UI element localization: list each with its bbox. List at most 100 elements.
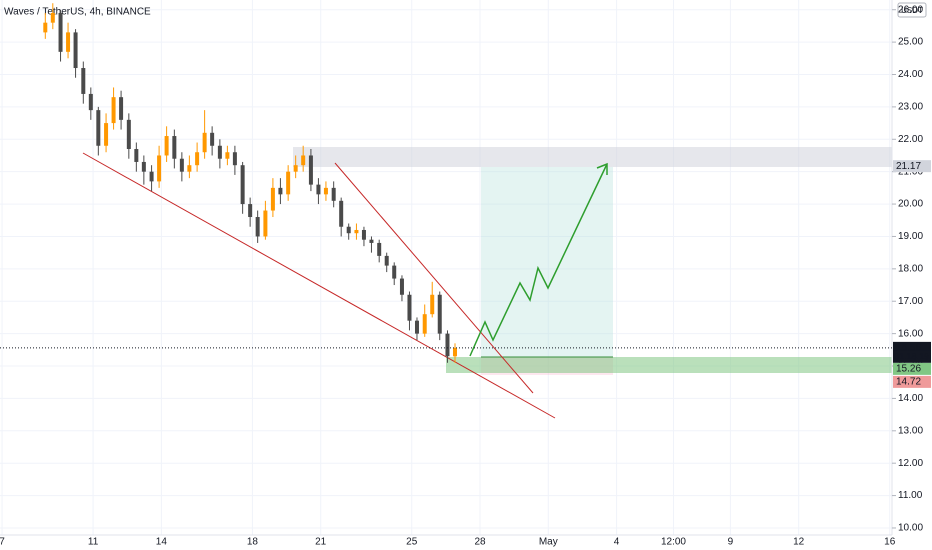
y-tick-label: 17.00: [898, 296, 923, 307]
x-tick-label: 14: [156, 537, 168, 548]
x-tick-label: 7: [0, 537, 5, 548]
x-tick-label: 4: [614, 537, 620, 548]
candle-body: [149, 171, 154, 182]
candle-body: [195, 152, 200, 166]
x-tick-label: 12: [793, 537, 805, 548]
candle-body: [346, 226, 351, 234]
candle-body: [73, 32, 78, 69]
entry-price-badge: [893, 362, 931, 375]
target-price-badge: [893, 160, 931, 173]
candle-body: [308, 155, 313, 185]
candle-body: [407, 294, 412, 321]
candle-body: [316, 184, 321, 195]
countdown: 01:18:19: [894, 351, 929, 361]
candle-body: [164, 136, 169, 156]
candle-body: [323, 187, 328, 195]
y-tick-label: 16.00: [898, 328, 923, 339]
candle-body: [210, 132, 215, 146]
y-tick-label: 18.00: [898, 263, 923, 274]
candle-body: [217, 145, 222, 159]
y-tick-label: 14.00: [898, 393, 923, 404]
candle-body: [202, 132, 207, 153]
stop-price-badge: [893, 375, 931, 388]
x-tick-label: May: [539, 537, 558, 548]
x-tick-label: 9: [728, 537, 734, 548]
candle-body: [331, 187, 336, 201]
candle-body: [399, 278, 404, 295]
y-tick-label: 19.00: [898, 231, 923, 242]
candle-body: [126, 119, 131, 149]
candle-body: [81, 68, 86, 94]
y-tick-label: 24.00: [898, 69, 923, 80]
y-tick-label: 12.00: [898, 458, 923, 469]
y-tick-label: 26.00: [898, 4, 923, 15]
candle-body: [157, 155, 162, 182]
candle-body: [414, 320, 419, 334]
currency-badge: [897, 2, 927, 18]
arrow-head: [596, 162, 608, 175]
y-tick-label: 20.00: [898, 199, 923, 210]
candle-body: [50, 12, 55, 23]
candle-body: [384, 255, 389, 266]
target-price: 21.17: [896, 161, 921, 172]
x-tick-label: 11: [88, 537, 99, 548]
x-tick-label: 25: [406, 537, 418, 548]
candle-body: [119, 97, 124, 120]
y-tick-label: 11.00: [898, 490, 923, 501]
candle-body: [263, 210, 268, 237]
y-tick-label: 10.00: [898, 523, 923, 534]
candle-body: [392, 265, 397, 279]
y-tick-label: 22.00: [898, 134, 923, 145]
candle-body: [430, 294, 435, 315]
wedge-upper: [334, 162, 534, 394]
resistance-zone: [293, 147, 892, 167]
candle-body: [293, 165, 298, 172]
candle-body: [270, 187, 275, 211]
candle-body: [422, 314, 427, 334]
entry-price: 15.26: [896, 364, 921, 375]
candle-body: [339, 200, 344, 227]
target-zone: [481, 167, 613, 357]
wedge-lower: [82, 152, 556, 419]
candle-body: [354, 229, 359, 234]
x-tick-label: 16: [884, 537, 896, 548]
x-tick-label: 28: [474, 537, 486, 548]
candle-body: [111, 97, 116, 124]
candle-body: [369, 239, 374, 243]
candle-body: [58, 12, 63, 52]
y-tick-label: 23.00: [898, 102, 923, 113]
candle-body: [141, 161, 146, 172]
x-tick-label: 12:00: [661, 537, 686, 548]
candle-body: [445, 333, 450, 357]
candle-body: [96, 110, 101, 146]
candle-body: [172, 136, 177, 159]
candle-body: [66, 32, 71, 52]
stop-price: 14.72: [896, 377, 921, 388]
candle-body: [255, 217, 260, 237]
candle-body: [377, 242, 382, 256]
support-zone: [446, 357, 892, 373]
candle-body: [134, 148, 139, 162]
x-tick-label: 18: [247, 537, 259, 548]
candle-body: [437, 294, 442, 334]
plot-area: [82, 147, 892, 419]
y-tick-label: 13.00: [898, 425, 923, 436]
last-price: 15.56: [896, 343, 921, 354]
candle-body: [187, 165, 192, 172]
candle-body: [278, 187, 283, 195]
candle-body: [452, 347, 457, 357]
candle-body: [286, 171, 291, 195]
chart-title: Waves / TetherUS, 4h, BINANCE: [4, 7, 151, 18]
candle-body: [361, 229, 366, 240]
candle-body: [43, 22, 48, 33]
candle-body: [248, 204, 253, 218]
candle-body: [232, 152, 237, 166]
candle-body: [225, 152, 230, 159]
y-tick-label: 25.00: [898, 37, 923, 48]
candle-body: [240, 165, 245, 205]
countdown-badge: [893, 350, 931, 363]
candle-body: [104, 123, 109, 146]
projection-arrow: [469, 163, 608, 357]
candle-body: [179, 158, 184, 172]
